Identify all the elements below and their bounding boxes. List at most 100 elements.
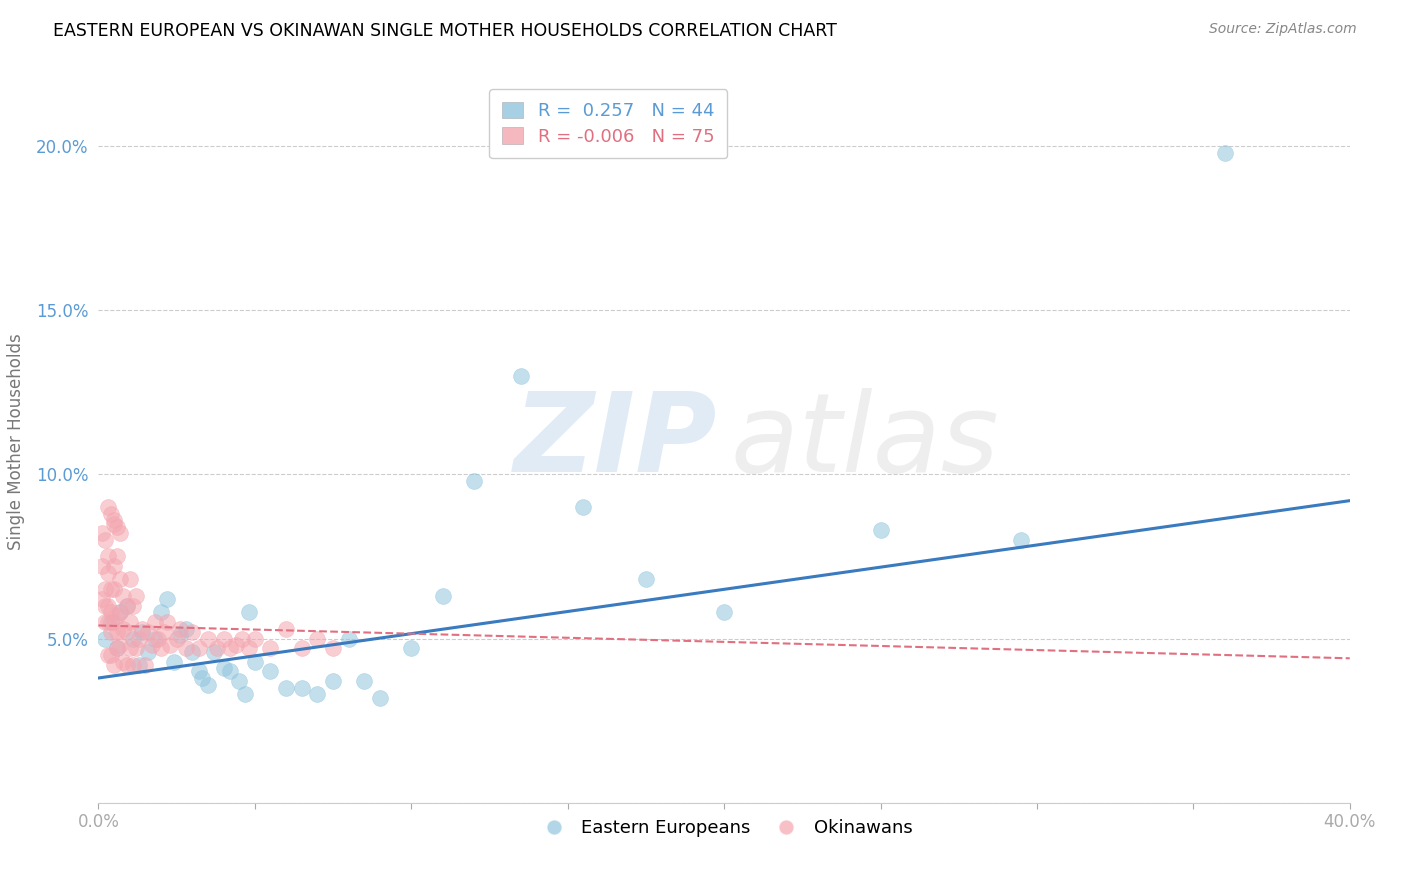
Point [121, 599, 143, 613]
Point [100, 615, 122, 630]
Point [259, 665, 281, 679]
Point [572, 500, 595, 515]
Point [125, 589, 148, 603]
Point [174, 641, 197, 656]
Point [218, 641, 240, 656]
Point [143, 632, 166, 646]
Point [225, 638, 247, 652]
Point [138, 645, 160, 659]
Point [156, 615, 179, 630]
Point [110, 526, 132, 541]
Point [93, 533, 115, 547]
Point [112, 622, 135, 636]
Point [166, 632, 188, 646]
Point [93, 582, 115, 597]
Point [243, 655, 266, 669]
Point [97, 549, 120, 564]
Point [432, 589, 454, 603]
Point [118, 641, 141, 656]
Point [131, 622, 153, 636]
Point [231, 632, 253, 646]
Point [291, 641, 314, 656]
Point [112, 655, 135, 669]
Point [121, 632, 143, 646]
Point [100, 605, 122, 619]
Point [150, 641, 173, 656]
Point [238, 605, 260, 619]
Point [115, 625, 138, 640]
Point [169, 628, 191, 642]
Point [115, 657, 138, 672]
Point [103, 657, 125, 672]
Point [90, 526, 112, 541]
Point [118, 573, 141, 587]
Point [869, 523, 891, 537]
Point [103, 559, 125, 574]
Point [100, 507, 122, 521]
Point [118, 615, 141, 630]
Point [368, 690, 391, 705]
Point [218, 665, 240, 679]
Point [307, 632, 329, 646]
Point [353, 674, 375, 689]
Point [238, 641, 260, 656]
Point [128, 657, 150, 672]
Point [105, 520, 128, 534]
Point [146, 632, 169, 646]
Point [212, 632, 235, 646]
Point [401, 641, 423, 656]
Point [125, 641, 148, 656]
Point [322, 641, 344, 656]
Point [103, 513, 125, 527]
Text: atlas: atlas [730, 388, 1000, 495]
Point [97, 500, 120, 515]
Point [228, 674, 250, 689]
Point [197, 677, 219, 691]
Point [105, 641, 128, 656]
Point [110, 605, 132, 619]
Point [162, 655, 184, 669]
Point [337, 632, 360, 646]
Point [174, 622, 197, 636]
Point [103, 516, 125, 531]
Point [128, 632, 150, 646]
Point [110, 638, 132, 652]
Point [713, 605, 735, 619]
Point [207, 641, 229, 656]
Point [93, 632, 115, 646]
Point [187, 641, 209, 656]
Point [1010, 533, 1032, 547]
Point [93, 599, 115, 613]
Point [115, 599, 138, 613]
Point [97, 615, 120, 630]
Point [235, 687, 257, 701]
Point [110, 605, 132, 619]
Point [103, 582, 125, 597]
Point [105, 549, 128, 564]
Point [181, 645, 204, 659]
Point [181, 625, 204, 640]
Point [150, 605, 173, 619]
Point [634, 573, 657, 587]
Point [110, 573, 132, 587]
Point [97, 648, 120, 662]
Point [100, 625, 122, 640]
Point [463, 474, 485, 488]
Point [307, 687, 329, 701]
Point [138, 625, 160, 640]
Point [100, 648, 122, 662]
Point [121, 657, 143, 672]
Text: Source: ZipAtlas.com: Source: ZipAtlas.com [1209, 22, 1357, 37]
Point [141, 638, 163, 652]
Point [105, 641, 128, 656]
Point [93, 615, 115, 630]
Text: EASTERN EUROPEAN VS OKINAWAN SINGLE MOTHER HOUSEHOLDS CORRELATION CHART: EASTERN EUROPEAN VS OKINAWAN SINGLE MOTH… [53, 22, 838, 40]
Point [100, 582, 122, 597]
Point [274, 622, 298, 636]
Point [291, 681, 314, 695]
Point [115, 599, 138, 613]
Point [243, 632, 266, 646]
Point [105, 608, 128, 623]
Point [159, 638, 181, 652]
Point [202, 645, 225, 659]
